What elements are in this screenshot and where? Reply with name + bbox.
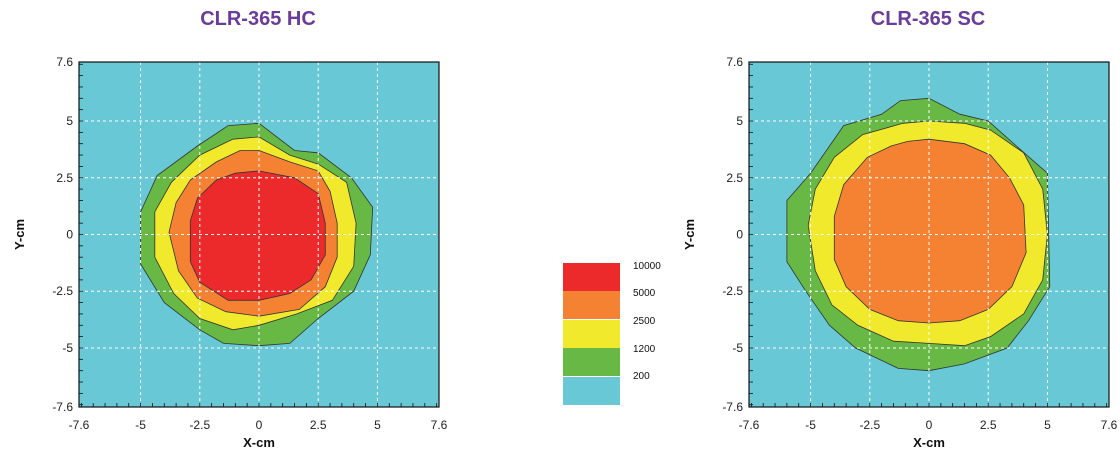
x-tick-label: 2.5 [980,418,997,432]
x-tick-label: 2.5 [310,418,327,432]
y-tick-label: 7.6 [56,55,73,69]
x-axis-label: X-cm [913,435,945,450]
y-tick-label: 5 [66,114,73,128]
legend-swatch-2500 [563,320,620,348]
legend-label-1200: 1200 [633,344,656,355]
x-axis-label: X-cm [243,435,275,450]
legend-swatch-5000 [563,291,620,319]
chart-panel-1: -7.6 -5 -2.5 0 2.5 5 7.6 7.6 5 2.5 0 -2.5 -5 -7.6 X-cm… [682,55,1118,450]
x-tick-label: 0 [926,418,933,432]
y-tick-label: -5 [732,341,743,355]
y-tick-label: 0 [66,228,73,242]
x-tick-label: -5 [805,418,816,432]
y-tick-label: -7.6 [722,400,743,414]
x-tick-label: 5 [1044,418,1051,432]
contour-5000 [833,138,1027,324]
y-tick-label: 0 [736,228,743,242]
legend-label-10000: 10000 [633,261,661,272]
y-tick-label: -7.6 [52,400,73,414]
legend-label-5000: 5000 [633,288,656,299]
x-tick-label: 7.6 [431,418,448,432]
legend-swatch-10000 [563,263,620,291]
x-tick-label: -7.6 [739,418,760,432]
legend-label-200: 200 [633,371,650,382]
legend-swatch-1200 [563,348,620,376]
x-tick-label: 0 [256,418,263,432]
x-tick-label: -2.5 [189,418,210,432]
y-tick-label: 5 [736,114,743,128]
contour-10000 [189,170,326,301]
x-tick-label: 7.6 [1101,418,1118,432]
y-axis-label: Y-cm [12,219,27,250]
x-tick-label: -5 [135,418,146,432]
y-tick-label: -5 [62,341,73,355]
chart-panel-0: -7.6 -5 -2.5 0 2.5 5 7.6 7.6 5 2.5 0 -2.5 -5 -7.6 X-cm… [12,55,448,450]
y-tick-label: -2.5 [52,284,73,298]
legend-label-2500: 2500 [633,316,656,327]
y-axis-label: Y-cm [682,219,697,250]
y-tick-label: 2.5 [56,171,73,185]
y-tick-label: -2.5 [722,284,743,298]
y-tick-label: 2.5 [726,171,743,185]
y-tick-label: 7.6 [726,55,743,69]
x-tick-label: -2.5 [859,418,880,432]
x-tick-label: 5 [374,418,381,432]
legend-swatch-200 [563,377,620,405]
chart-title-left: CLR-365 HC [200,8,316,30]
chart-title-right: CLR-365 SC [870,8,986,30]
x-tick-label: -7.6 [69,418,90,432]
